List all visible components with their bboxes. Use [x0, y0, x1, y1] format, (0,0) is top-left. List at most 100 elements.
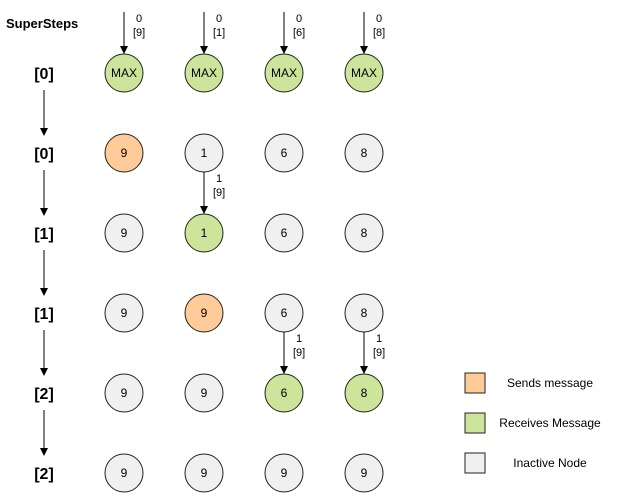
vertex-circle	[104, 373, 144, 413]
superstep-column: [0] [0] [1] [1] [2] [2]	[34, 66, 54, 483]
vertex-value: 6	[281, 146, 288, 160]
vertex-node: 8	[344, 133, 384, 173]
incoming-message: 0[6]	[280, 12, 305, 54]
message-superstep: 1	[216, 173, 222, 185]
vertex-circle	[184, 453, 224, 493]
incoming-message: 1[9]	[200, 172, 225, 214]
message-value: [9]	[213, 187, 225, 199]
superstep-label: [2]	[34, 386, 54, 403]
message-superstep: 0	[216, 13, 222, 25]
superstep-label: [1]	[34, 306, 54, 323]
vertex-node: 8	[344, 293, 384, 333]
vertex-value: 6	[281, 306, 288, 320]
vertex-circle	[184, 53, 224, 93]
vertex-node: MAX	[264, 53, 304, 93]
vertex-value: 8	[361, 226, 368, 240]
vertex-node: 9	[104, 373, 144, 413]
incoming-message: 0[1]	[200, 12, 225, 54]
vertex-circle	[104, 453, 144, 493]
vertex-circle	[104, 293, 144, 333]
incoming-message: 0[9]	[120, 12, 145, 54]
vertex-value: 6	[281, 386, 288, 400]
message-superstep: 1	[376, 333, 382, 345]
vertex-circle	[344, 373, 384, 413]
vertex-circle	[344, 453, 384, 493]
message-superstep: 0	[296, 13, 302, 25]
legend-item: Inactive Node	[464, 452, 587, 474]
vertex-value: 1	[201, 146, 208, 160]
vertex-value: 9	[361, 466, 368, 480]
node-grid: MAX MAX MAX MAX 9 1 6 8 9 1 6 8 9 9 6 8 9 9 6 8 9 9 9 9	[104, 53, 384, 493]
vertex-node: MAX	[344, 53, 384, 93]
vertex-circle	[184, 293, 224, 333]
legend-swatch	[464, 412, 486, 434]
vertex-circle	[184, 373, 224, 413]
vertex-circle	[344, 133, 384, 173]
vertex-circle	[104, 53, 144, 93]
message-value: [9]	[373, 347, 385, 359]
message-value: [6]	[293, 27, 305, 39]
vertex-value: 6	[281, 226, 288, 240]
vertex-node: 6	[264, 213, 304, 253]
vertex-value: 8	[361, 306, 368, 320]
vertex-value: MAX	[351, 66, 377, 80]
legend-label: Receives Message	[499, 416, 601, 430]
message-arrows: 0[9]0[1]0[6]0[8]1[9]1[9]1[9]	[120, 12, 385, 374]
vertex-node: 8	[344, 213, 384, 253]
vertex-value: 9	[281, 466, 288, 480]
vertex-node: 1	[184, 213, 224, 253]
diagram-title: SuperSteps	[6, 16, 78, 31]
vertex-node: 9	[184, 373, 224, 413]
message-superstep: 0	[376, 13, 382, 25]
vertex-circle	[104, 213, 144, 253]
vertex-circle	[104, 133, 144, 173]
vertex-value: 9	[121, 146, 128, 160]
legend-swatch	[464, 372, 486, 394]
vertex-node: 9	[104, 133, 144, 173]
vertex-circle	[264, 213, 304, 253]
vertex-circle	[344, 53, 384, 93]
vertex-value: 9	[121, 306, 128, 320]
incoming-message: 0[8]	[360, 12, 385, 54]
superstep-label: [2]	[34, 466, 54, 483]
vertex-value: MAX	[111, 66, 137, 80]
vertex-circle	[264, 453, 304, 493]
vertex-value: 9	[121, 226, 128, 240]
message-superstep: 1	[296, 333, 302, 345]
legend-label: Sends message	[507, 376, 593, 390]
vertex-node: 9	[344, 453, 384, 493]
vertex-node: 9	[184, 453, 224, 493]
vertex-node: 9	[104, 213, 144, 253]
vertex-node: MAX	[184, 53, 224, 93]
vertex-node: 6	[264, 293, 304, 333]
legend-item: Receives Message	[464, 412, 601, 434]
vertex-circle	[184, 213, 224, 253]
legend: Sends message Receives Message Inactive No…	[464, 372, 601, 474]
vertex-circle	[264, 53, 304, 93]
superstep-label: [0]	[34, 146, 54, 163]
vertex-node: MAX	[104, 53, 144, 93]
vertex-node: 9	[264, 453, 304, 493]
vertex-value: 1	[201, 226, 208, 240]
vertex-value: 8	[361, 146, 368, 160]
vertex-value: 8	[361, 386, 368, 400]
vertex-value: 9	[121, 466, 128, 480]
legend-label: Inactive Node	[513, 456, 587, 470]
message-value: [9]	[293, 347, 305, 359]
vertex-node: 9	[104, 293, 144, 333]
vertex-circle	[264, 373, 304, 413]
vertex-value: 9	[201, 306, 208, 320]
vertex-node: 6	[264, 373, 304, 413]
message-value: [8]	[373, 27, 385, 39]
vertex-value: 9	[121, 386, 128, 400]
vertex-circle	[344, 213, 384, 253]
vertex-node: 9	[184, 293, 224, 333]
vertex-value: MAX	[271, 66, 297, 80]
legend-item: Sends message	[464, 372, 593, 394]
vertex-value: MAX	[191, 66, 217, 80]
superstep-label: [1]	[34, 226, 54, 243]
message-superstep: 0	[136, 13, 142, 25]
vertex-value: 9	[201, 466, 208, 480]
incoming-message: 1[9]	[280, 332, 305, 374]
